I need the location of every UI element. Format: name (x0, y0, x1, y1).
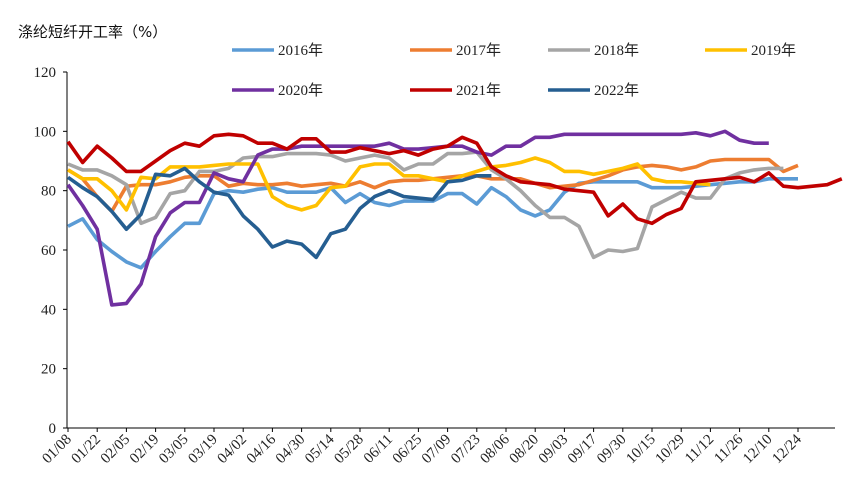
series-line-2018 (67, 150, 784, 260)
y-tick-label: 40 (41, 302, 56, 318)
x-tick-label: 08/20 (507, 432, 542, 467)
axes: 0 20 40 60 80 100 120 01/0801/2202/0502/1903/05… (34, 65, 835, 467)
x-tick-label: 10/15 (623, 432, 658, 467)
series-line-2019 (67, 156, 711, 212)
x-tick-label: 05/14 (302, 431, 338, 467)
legend-label: 2016年 (278, 42, 323, 59)
x-tick-label: 11/26 (711, 431, 746, 466)
legend-label: 2019年 (751, 42, 796, 59)
x-tick-label: 09/03 (536, 432, 571, 467)
y-tick-label: 80 (41, 184, 56, 200)
series-lines (66, 129, 843, 307)
x-tick-label: 04/02 (215, 432, 250, 467)
series-line-2022 (66, 166, 492, 260)
x-tick-label: 07/23 (448, 432, 483, 467)
y-tick-label: 20 (41, 362, 56, 378)
series-line-2021 (66, 132, 843, 226)
x-tick-label: 01/08 (39, 432, 74, 467)
legend-label: 2021年 (456, 82, 501, 99)
y-tick-label: 100 (34, 124, 57, 140)
x-tick-label: 06/11 (361, 432, 396, 467)
x-tick-label: 05/28 (331, 432, 366, 467)
x-tick-label: 11/12 (682, 432, 717, 467)
x-tick-label: 09/30 (594, 432, 629, 467)
x-tick-label: 12/10 (740, 432, 775, 467)
legend: 2016年 2017年 2018年 2019年 2020年 2021年 2022年 (232, 42, 796, 99)
x-tick-label: 08/06 (477, 431, 513, 467)
x-tick-label: 03/19 (185, 432, 220, 467)
x-tick-label: 07/09 (419, 432, 454, 467)
y-tick-label: 120 (34, 65, 57, 81)
legend-label: 2017年 (456, 42, 501, 59)
x-tick-label: 03/05 (156, 432, 191, 467)
legend-label: 2022年 (594, 82, 639, 99)
x-tick-label: 09/17 (565, 431, 601, 467)
x-tick-label: 01/22 (69, 432, 104, 467)
series-line-2020 (66, 129, 769, 307)
y-tick-label: 60 (41, 243, 56, 259)
legend-label: 2018年 (594, 42, 639, 59)
x-tick-label: 12/24 (769, 431, 805, 467)
x-tick-label: 02/05 (98, 432, 133, 467)
y-tick-label: 0 (49, 421, 57, 437)
legend-label: 2020年 (278, 82, 323, 99)
x-tick-label: 04/30 (273, 432, 308, 467)
x-tick-label: 02/19 (127, 432, 162, 467)
chart-title: 涤纶短纤开工率（%） (18, 23, 167, 41)
x-tick-label: 04/16 (244, 431, 280, 467)
x-tick-label: 10/29 (653, 432, 688, 467)
x-tick-label: 06/25 (390, 432, 425, 467)
